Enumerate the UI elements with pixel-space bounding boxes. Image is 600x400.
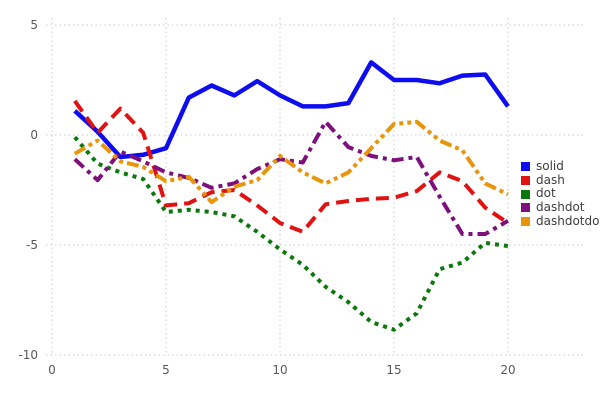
legend-label: dash (536, 172, 565, 187)
series-line-dot (73, 135, 509, 332)
x-tick-label: 10 (272, 363, 287, 377)
legend-label: dashdot (536, 200, 585, 215)
y-tick-label: 5 (30, 18, 38, 32)
legend-item-dash: dash (521, 172, 600, 188)
series-line-dash (73, 99, 510, 234)
legend-item-dashdot: dashdot (521, 200, 600, 215)
legend-item-solid: solid (521, 159, 600, 174)
series-lines (73, 60, 510, 332)
x-tick-label: 15 (386, 363, 401, 377)
legend-item-dot: dot (521, 187, 600, 201)
legend-swatch-icon (521, 176, 530, 186)
legend-item-dashdotdot: dashdotdot (521, 213, 600, 229)
axis-tick-labels: 0 5 10 15 20 5 0 -5 -10 (18, 18, 515, 377)
legend-label: dot (536, 186, 556, 201)
x-tick-label: 5 (162, 363, 170, 377)
series-line-dashdot (73, 119, 510, 236)
series-line-dashdotdot (73, 119, 509, 205)
x-tick-label: 20 (500, 363, 515, 377)
legend-swatch-icon (521, 189, 530, 199)
y-tick-label: 0 (30, 128, 38, 142)
y-tick-label: -5 (26, 238, 38, 252)
legend-label: dashdotdot (536, 213, 600, 228)
legend-swatch-icon (521, 162, 530, 172)
legend-label: solid (536, 159, 564, 173)
legend-swatch-icon (521, 217, 530, 227)
y-tick-label: -10 (18, 348, 38, 362)
legend-swatch-icon (521, 203, 530, 213)
gridlines (46, 18, 585, 356)
legend: solid dash dot dashdot dashdotdot (521, 159, 600, 229)
x-tick-label: 0 (48, 363, 56, 377)
series-line-solid (73, 60, 510, 160)
